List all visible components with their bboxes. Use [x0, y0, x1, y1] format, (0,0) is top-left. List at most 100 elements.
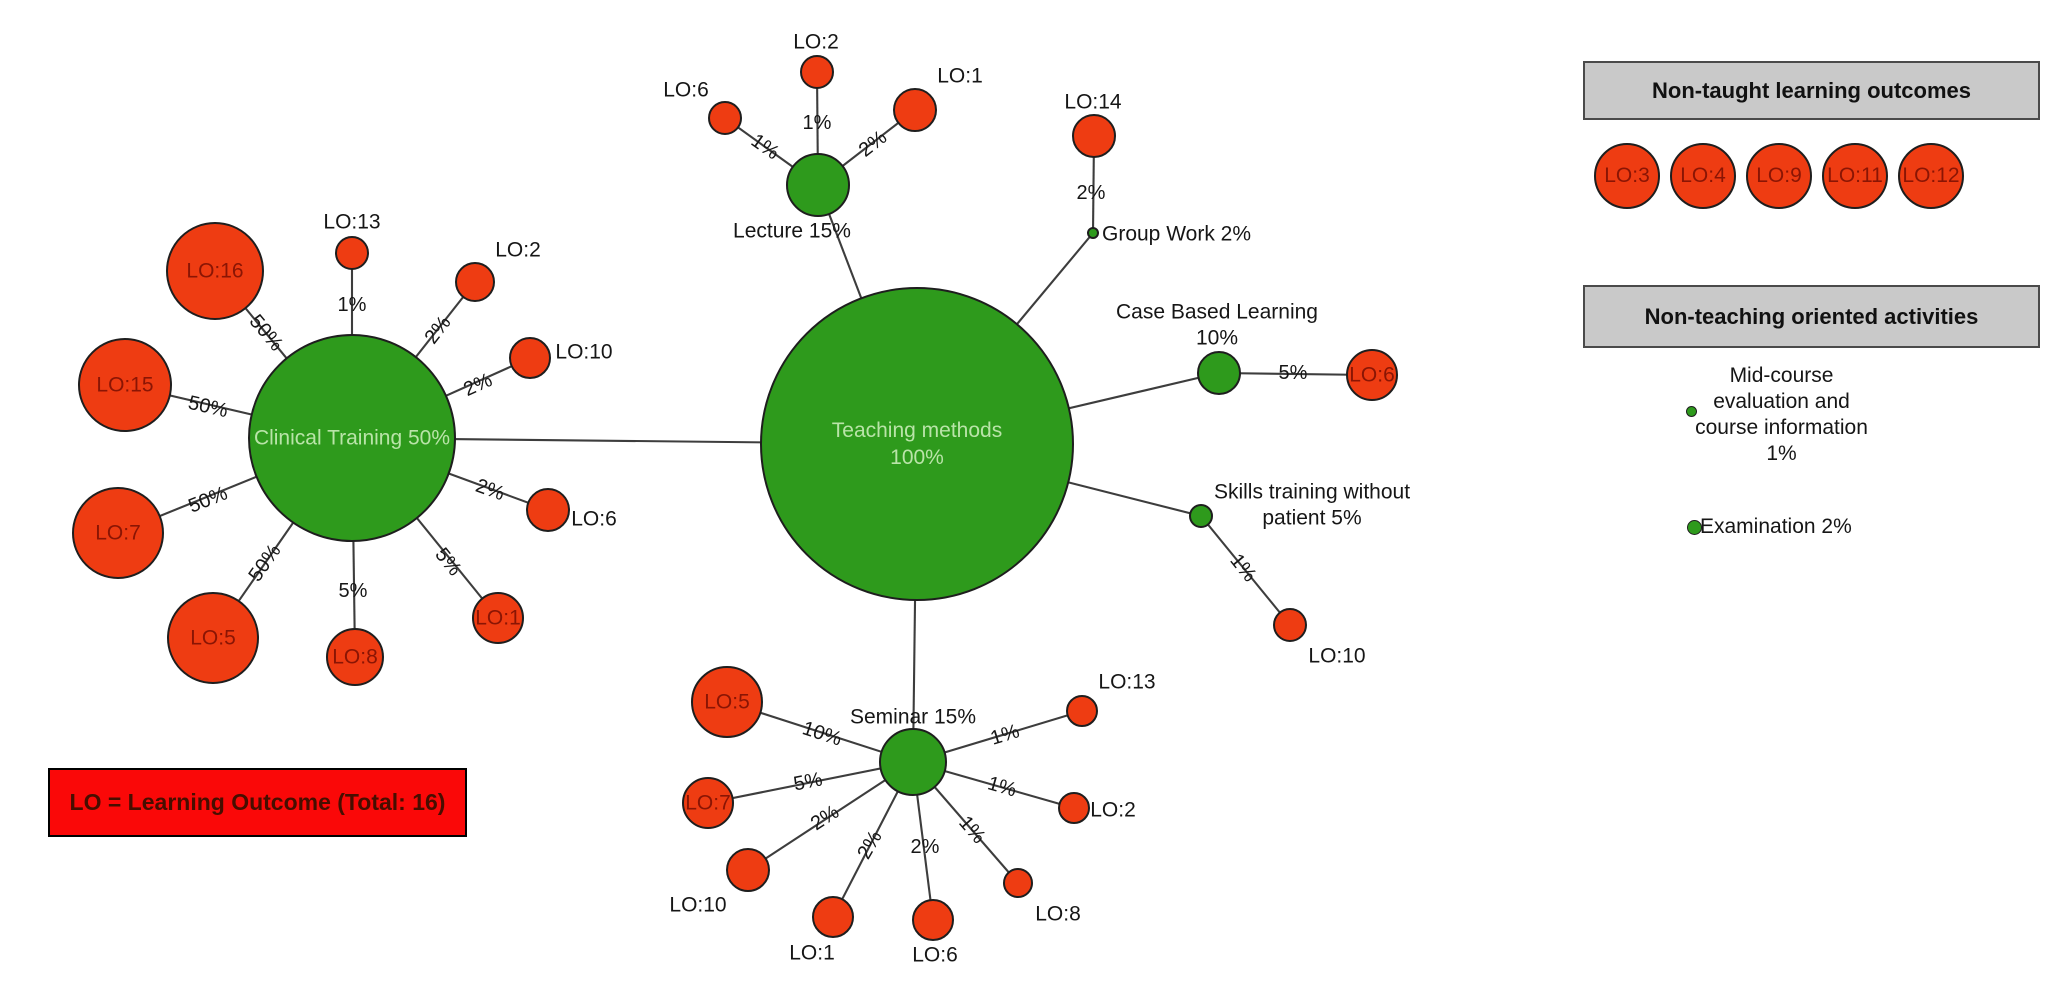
edge-label-seminar-sem-lo5: 10%	[800, 717, 845, 750]
node-lecture	[786, 153, 850, 217]
node-lec-lo6	[708, 101, 742, 135]
node-seminar	[879, 728, 947, 796]
edge-label-seminar-sem-lo6: 2%	[911, 836, 940, 858]
non-taught-circle-lo-12: LO:12	[1898, 143, 1964, 209]
edge-label-skills-sk-lo10: 1%	[1225, 550, 1260, 586]
lo-legend-box: LO = Learning Outcome (Total: 16)	[48, 768, 467, 837]
edge-label-lecture-lec-lo6: 1%	[747, 130, 783, 165]
node-label-skills: Skills training without	[1214, 481, 1410, 504]
node-label-cl-lo8: LO:8	[332, 646, 378, 669]
non-taught-circle-lo-11: LO:11	[1822, 143, 1888, 209]
edge-label-seminar-sem-lo13: 1%	[988, 720, 1022, 750]
node-cl-lo10	[509, 337, 551, 379]
node-sem-lo13	[1066, 695, 1098, 727]
node-cl-lo8	[326, 628, 384, 686]
node-teaching	[760, 287, 1074, 601]
lo-legend-text: LO = Learning Outcome (Total: 16)	[69, 789, 446, 815]
node-label-lec-lo6: LO:6	[663, 79, 709, 102]
examination-label: Examination 2%	[1700, 515, 1852, 538]
mid-course-line-3: course information	[1695, 416, 1868, 439]
node-label-teaching: Teaching methods	[832, 419, 1002, 442]
examination-node-dot	[1687, 520, 1702, 535]
mid-course-line-4: 1%	[1766, 442, 1797, 465]
edge-label-clinical-cl-lo6: 2%	[473, 475, 508, 506]
edge-label-seminar-sem-lo1: 2%	[853, 827, 887, 863]
non-taught-circle-lo-9: LO:9	[1746, 143, 1812, 209]
node-skills	[1189, 504, 1213, 528]
node-gw-lo14	[1072, 114, 1116, 158]
edge-label-clinical-cl-lo15: 50%	[186, 392, 230, 422]
node-sk-lo10	[1273, 608, 1307, 642]
node-label-sem-lo10: LO:10	[669, 894, 726, 917]
node-label-cl-lo7: LO:7	[95, 522, 141, 545]
node-casebased	[1197, 351, 1241, 395]
non-teaching-activities-title: Non-teaching oriented activities	[1644, 303, 1979, 329]
node-cb-lo6	[1346, 349, 1398, 401]
node-sem-lo6	[912, 899, 954, 941]
edge-label-seminar-sem-lo7: 5%	[792, 768, 825, 795]
node-label-sem-lo7: LO:7	[685, 792, 731, 815]
node-label-skills: patient 5%	[1262, 507, 1361, 530]
node-label-lecture: Lecture 15%	[733, 220, 851, 243]
edge-label-clinical-cl-lo5: 50%	[245, 540, 286, 586]
node-groupwork	[1087, 227, 1099, 239]
node-sem-lo2	[1058, 792, 1090, 824]
node-sem-lo1	[812, 896, 854, 938]
node-lec-lo2	[800, 55, 834, 89]
edge-label-seminar-sem-lo2: 1%	[985, 772, 1019, 801]
node-label-sem-lo6: LO:6	[912, 944, 958, 967]
node-clinical	[248, 334, 456, 542]
edge-label-clinical-cl-lo8: 5%	[339, 580, 368, 602]
node-label-sem-lo2: LO:2	[1090, 799, 1136, 822]
node-sem-lo10	[726, 848, 770, 892]
node-label-cl-lo10: LO:10	[555, 341, 612, 364]
node-sem-lo8	[1003, 868, 1033, 898]
edge-label-clinical-cl-lo16: 50%	[245, 311, 288, 356]
node-label-cl-lo15: LO:15	[96, 374, 153, 397]
edge-label-groupwork-gw-lo14: 2%	[1077, 182, 1106, 204]
non-taught-circle-lo-3: LO:3	[1594, 143, 1660, 209]
node-label-sem-lo8: LO:8	[1035, 903, 1081, 926]
non-taught-outcomes-title: Non-taught learning outcomes	[1652, 77, 1971, 103]
node-cl-lo2	[455, 262, 495, 302]
edge-label-lecture-lec-lo2: 1%	[803, 112, 832, 134]
node-label-cl-lo6: LO:6	[571, 508, 617, 531]
node-label-sem-lo13: LO:13	[1098, 671, 1155, 694]
node-label-casebased: 10%	[1196, 327, 1238, 350]
edge-label-clinical-cl-lo13: 1%	[338, 294, 367, 316]
node-label-lec-lo1: LO:1	[937, 65, 983, 88]
mid-course-evaluation-label: Mid-course evaluation and course informa…	[1671, 363, 1892, 467]
node-label-cl-lo16: LO:16	[186, 260, 243, 283]
edge-label-clinical-cl-lo1: 5%	[430, 544, 465, 580]
node-label-sk-lo10: LO:10	[1308, 645, 1365, 668]
node-label-lec-lo2: LO:2	[793, 31, 839, 54]
node-label-teaching: 100%	[890, 446, 944, 469]
node-sem-lo7	[682, 777, 734, 829]
non-teaching-activities-header: Non-teaching oriented activities	[1583, 285, 2040, 348]
node-cl-lo6	[526, 488, 570, 532]
edge-seminar-sem-lo7	[707, 760, 914, 805]
node-label-casebased: Case Based Learning	[1116, 301, 1318, 324]
node-cl-lo13	[335, 236, 369, 270]
node-cl-lo7	[72, 487, 164, 579]
node-label-cl-lo13: LO:13	[323, 211, 380, 234]
node-label-cl-lo5: LO:5	[190, 627, 236, 650]
mid-course-line-1: Mid-course	[1729, 364, 1834, 387]
non-taught-outcomes-header: Non-taught learning outcomes	[1583, 61, 2040, 120]
edge-label-casebased-cb-lo6: 5%	[1279, 362, 1308, 384]
node-cl-lo5	[167, 592, 259, 684]
edge-label-clinical-cl-lo10: 2%	[460, 369, 496, 401]
edge-label-seminar-sem-lo8: 1%	[954, 812, 990, 848]
node-label-cb-lo6: LO:6	[1349, 364, 1395, 387]
node-cl-lo15	[78, 338, 172, 432]
edge-label-seminar-sem-lo10: 2%	[807, 801, 843, 835]
mid-course-line-2: evaluation and	[1713, 390, 1850, 413]
node-label-clinical: Clinical Training 50%	[254, 427, 450, 450]
mid-course-node-dot	[1686, 406, 1697, 417]
node-cl-lo1	[472, 592, 524, 644]
node-sem-lo5	[691, 666, 763, 738]
node-label-gw-lo14: LO:14	[1064, 91, 1122, 114]
node-label-sem-lo5: LO:5	[704, 691, 750, 714]
